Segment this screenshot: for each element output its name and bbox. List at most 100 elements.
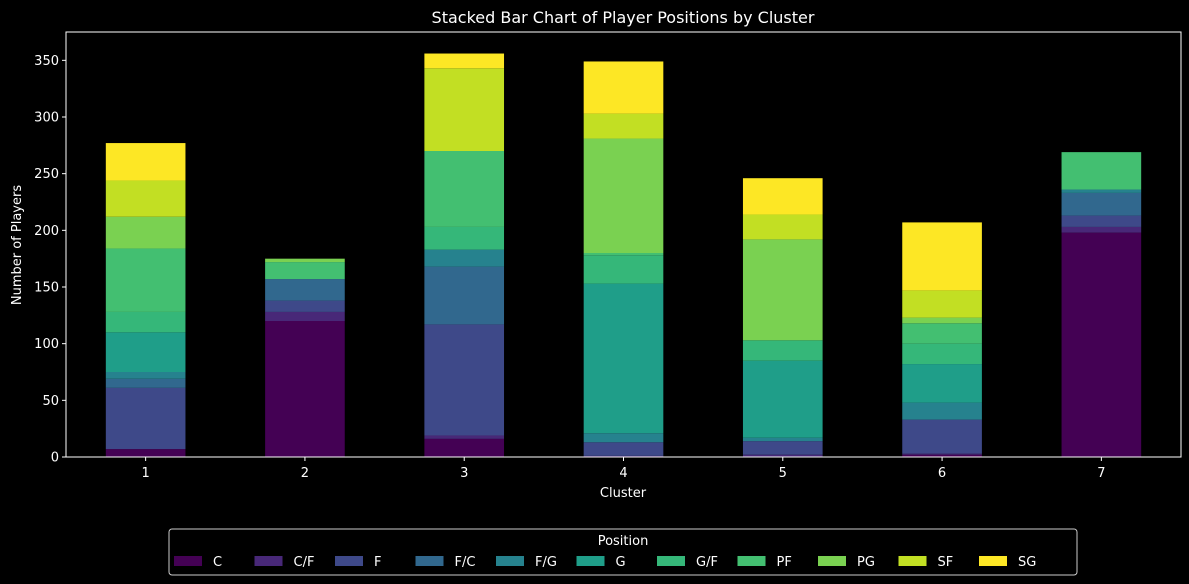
bar-segment-1-8 [105, 216, 186, 249]
bar-segment-2-3 [265, 279, 345, 301]
bar-segment-7-4 [1061, 189, 1142, 193]
legend-items: C C/F F F/C F/G G G/F PF PG SF SG [174, 555, 1036, 570]
bar-segment-5-1 [742, 454, 823, 457]
bar-segment-6-7 [902, 323, 982, 344]
x-axis: 1 2 3 4 5 6 7 [142, 457, 1105, 481]
bar-segment-6-5 [902, 364, 982, 403]
bar-segment-3-1 [424, 435, 505, 439]
x-tick-label: 6 [938, 466, 946, 481]
x-tick-label: 5 [779, 466, 787, 481]
legend-label-4: F/G [535, 555, 557, 570]
y-tick-label: 200 [34, 224, 59, 239]
bar-segment-1-10 [105, 143, 186, 181]
y-axis: 0 50 100 150 200 250 300 350 [34, 54, 66, 466]
bar-segment-6-6 [902, 343, 982, 365]
y-tick-label: 50 [42, 394, 59, 409]
x-tick-label: 2 [301, 466, 309, 481]
legend-title: Position [598, 534, 649, 549]
bar-segment-2-1 [265, 311, 345, 321]
bar-segment-1-9 [105, 180, 186, 217]
y-tick-label: 100 [34, 337, 59, 352]
bar-segment-6-1 [902, 453, 982, 455]
bar-segment-7-2 [1061, 215, 1142, 227]
legend-swatch-3 [415, 556, 444, 566]
bar-segment-3-3 [424, 266, 505, 325]
legend-label-3: F/C [455, 555, 476, 570]
x-tick-label: 7 [1097, 466, 1105, 481]
legend-swatch-4 [496, 556, 524, 566]
chart-title: Stacked Bar Chart of Player Positions by… [432, 8, 815, 27]
x-tick-label: 4 [619, 466, 627, 481]
legend-swatch-1 [254, 556, 283, 566]
bar-segment-4-7 [583, 253, 664, 256]
bar-segment-4-10 [583, 61, 664, 114]
legend-label-10: SG [1018, 555, 1036, 570]
bar-segment-3-9 [424, 68, 505, 151]
bar-segment-4-5 [583, 283, 664, 434]
bar-segment-7-7 [1061, 152, 1142, 190]
legend-label-7: PF [777, 555, 792, 570]
legend-label-1: C/F [294, 555, 315, 570]
bar-segment-1-7 [105, 248, 186, 312]
bar-segment-6-8 [902, 317, 982, 324]
legend-label-8: PG [857, 555, 875, 570]
bar-segment-1-2 [105, 387, 186, 450]
legend-label-5: G [616, 555, 626, 570]
bar-segment-6-4 [902, 402, 982, 420]
bar-segment-6-0 [902, 454, 982, 457]
bar-segment-5-5 [742, 360, 823, 438]
y-tick-label: 300 [34, 111, 59, 126]
bar-segment-7-1 [1061, 226, 1142, 233]
bar-segment-4-8 [583, 138, 664, 253]
bar-segment-6-2 [902, 419, 982, 454]
legend-swatch-0 [174, 556, 202, 566]
bar-segment-3-4 [424, 249, 505, 267]
bar-segment-4-1 [583, 455, 664, 457]
bar-segment-2-2 [265, 300, 345, 312]
legend-swatch-8 [818, 556, 846, 566]
bar-segment-3-10 [424, 53, 505, 69]
bar-segment-6-9 [902, 290, 982, 318]
bar-segment-2-0 [265, 321, 345, 457]
bar-segment-5-2 [742, 441, 823, 455]
bar-segment-4-9 [583, 113, 664, 139]
x-tick-label: 1 [142, 466, 150, 481]
legend-label-9: SF [938, 555, 954, 570]
bar-segment-3-2 [424, 324, 505, 436]
bar-segment-4-2 [583, 442, 664, 456]
legend-frame [168, 528, 1078, 576]
bar-segment-1-0 [105, 449, 186, 457]
bar-segment-7-0 [1061, 232, 1142, 457]
y-axis-label: Number of Players [10, 185, 25, 305]
bar-segment-5-10 [742, 178, 823, 215]
bar-segment-5-6 [742, 340, 823, 361]
legend-label-0: C [213, 555, 222, 570]
legend-swatch-10 [979, 556, 1007, 566]
legend-label-6: G/F [696, 555, 718, 570]
bar-segment-7-3 [1061, 192, 1142, 216]
bar-segment-3-7 [424, 151, 505, 227]
bar-segment-2-8 [265, 258, 345, 263]
y-tick-label: 350 [34, 54, 59, 69]
y-tick-label: 150 [34, 281, 59, 296]
bar-segment-5-4 [742, 437, 823, 442]
bar-segment-2-7 [265, 262, 345, 280]
legend-swatch-6 [657, 556, 685, 566]
bar-segment-5-8 [742, 239, 823, 341]
x-axis-label: Cluster [600, 486, 647, 501]
legend-swatch-9 [898, 556, 927, 566]
legend-swatch-2 [335, 556, 363, 566]
bar-segment-5-9 [742, 214, 823, 240]
legend-swatch-7 [737, 556, 766, 566]
bar-segment-1-3 [105, 378, 186, 388]
x-tick-label: 3 [460, 466, 468, 481]
bar-segment-1-4 [105, 372, 186, 379]
bar-segment-3-0 [424, 438, 505, 457]
bar-segment-3-6 [424, 226, 505, 250]
y-tick-label: 250 [34, 167, 59, 182]
bar-segment-4-6 [583, 255, 664, 284]
legend: Position C C/F F F/C F/G G G/F PF PG SF SG [168, 528, 1078, 576]
bar-segment-1-5 [105, 332, 186, 372]
bar-segment-1-6 [105, 311, 186, 333]
